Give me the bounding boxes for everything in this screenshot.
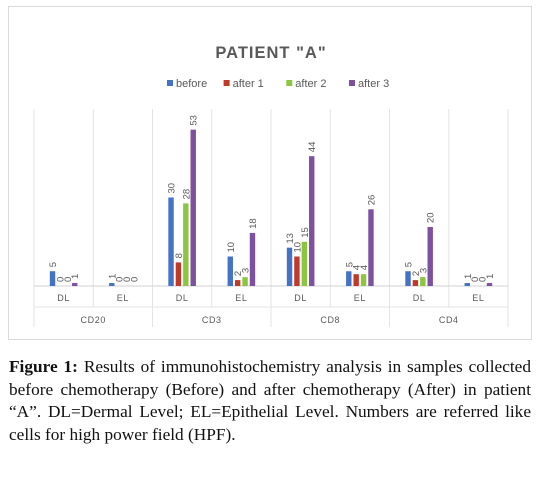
data-label: 0: [470, 277, 481, 282]
bar-before-8: [464, 283, 470, 286]
data-label: 0: [55, 277, 66, 282]
caption-text: Results of immunohistochemistry analysis…: [9, 357, 531, 444]
legend-label-4: after 3: [358, 78, 389, 90]
data-label: 2: [233, 271, 244, 276]
x-group-label: CD4: [439, 315, 459, 325]
bar-after-2-6: [360, 274, 367, 286]
data-label: 4: [352, 265, 363, 270]
data-label: 2: [411, 271, 422, 276]
data-label: 18: [248, 218, 259, 229]
bar-after-2-3: [183, 203, 189, 286]
bar-after-2-5: [301, 241, 308, 286]
bar-before-5: [286, 247, 293, 286]
data-label: 5: [48, 262, 59, 267]
data-label: 0: [63, 277, 74, 282]
bar-after-1-3: [175, 262, 182, 286]
caption-label: Figure 1:: [9, 357, 78, 376]
data-label: 0: [129, 277, 140, 282]
bar-before-3: [168, 197, 174, 286]
data-label: 3: [241, 268, 252, 273]
bar-after-1-4: [234, 280, 241, 286]
x-tick-label: DL: [57, 293, 70, 303]
data-label: 0: [478, 277, 489, 282]
data-label: 10: [226, 242, 237, 253]
bar-after-3-1: [72, 283, 78, 286]
bar-after-1-7: [412, 280, 419, 286]
data-label: 5: [344, 262, 355, 267]
bar-before-6: [346, 271, 352, 286]
data-label: 5: [404, 262, 415, 267]
bar-before-2: [109, 283, 115, 286]
legend-swatch-1: [167, 80, 173, 86]
data-label: 1: [485, 274, 496, 279]
data-label: 53: [189, 115, 200, 126]
bar-before-4: [227, 256, 233, 286]
bar-after-3-7: [427, 227, 433, 286]
data-label: 0: [115, 277, 126, 282]
bar-chart: PATIENT "A" before after 1 after 2 after 3 5 0…: [33, 44, 509, 327]
data-label: 1: [107, 274, 118, 279]
bar-after-3-4: [249, 232, 256, 286]
data-label: 10: [292, 242, 303, 253]
data-label: 13: [285, 233, 296, 244]
bar-after-3-3: [190, 129, 196, 286]
bar-after-2-7: [420, 277, 426, 286]
data-label: 20: [426, 212, 437, 223]
legend-label-2: after 1: [233, 78, 264, 90]
data-label: 4: [359, 265, 370, 270]
x-tick-label: EL: [472, 293, 484, 303]
bar-after-1-5: [294, 256, 300, 286]
data-label: 0: [122, 277, 133, 282]
bar-after-3-5: [309, 156, 315, 286]
legend-label-3: after 2: [295, 78, 326, 90]
data-label: 28: [181, 189, 192, 200]
x-group-label: CD3: [202, 315, 222, 325]
data-label: 30: [167, 183, 178, 194]
data-label: 26: [366, 195, 377, 206]
x-tick-label: EL: [354, 293, 366, 303]
x-tick-label: DL: [176, 293, 189, 303]
x-group-label: CD8: [320, 315, 340, 325]
figure-caption: Figure 1: Results of immunohistochemistr…: [9, 356, 531, 446]
bar-after-2-4: [242, 277, 248, 286]
x-tick-label: DL: [294, 293, 307, 303]
data-label: 1: [463, 274, 474, 279]
bar-before-7: [405, 271, 411, 286]
legend-swatch-2: [223, 80, 230, 86]
x-tick-label: EL: [117, 293, 129, 303]
x-tick-label: DL: [413, 293, 426, 303]
data-label: 15: [300, 227, 311, 238]
bar-after-1-6: [353, 274, 359, 286]
data-label: 1: [70, 274, 81, 279]
legend-swatch-3: [286, 80, 293, 86]
data-label: 3: [418, 268, 429, 273]
chart-frame: PATIENT "A" before after 1 after 2 after 3 5 0…: [8, 6, 532, 340]
bar-after-3-8: [486, 283, 493, 286]
legend-swatch-4: [349, 80, 355, 86]
data-label: 8: [174, 253, 185, 258]
bar-after-3-6: [368, 209, 374, 286]
data-label: 44: [307, 142, 318, 153]
x-group-label: CD20: [81, 315, 106, 325]
bar-before-1: [49, 271, 56, 286]
x-tick-label: EL: [235, 293, 247, 303]
legend-label-1: before: [176, 78, 207, 90]
chart-title: PATIENT "A": [215, 44, 326, 62]
